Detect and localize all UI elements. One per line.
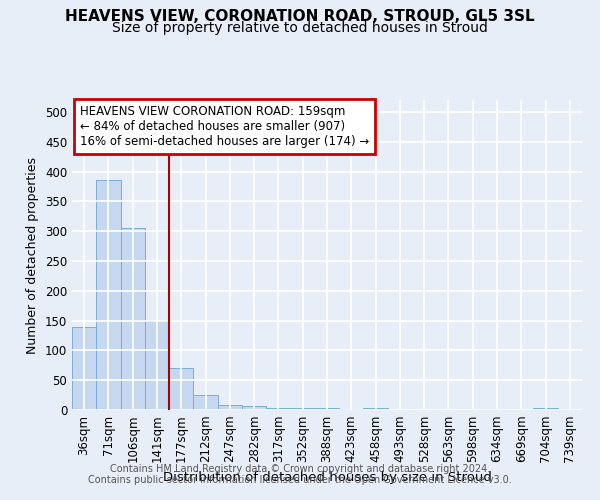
Bar [364,408,388,410]
Bar [242,406,266,410]
Bar [169,368,193,410]
Bar [339,409,364,410]
Bar [72,326,96,410]
Text: HEAVENS VIEW CORONATION ROAD: 159sqm
← 84% of detached houses are smaller (907)
: HEAVENS VIEW CORONATION ROAD: 159sqm ← 8… [80,104,369,148]
Y-axis label: Number of detached properties: Number of detached properties [26,156,40,354]
Bar [193,395,218,410]
Bar [266,408,290,410]
Bar [533,408,558,410]
Bar [96,180,121,410]
Text: Contains public sector information licensed under the Open Government Licence v3: Contains public sector information licen… [88,475,512,485]
Bar [121,228,145,410]
Bar [290,408,315,410]
Text: Size of property relative to detached houses in Stroud: Size of property relative to detached ho… [112,21,488,35]
Text: HEAVENS VIEW, CORONATION ROAD, STROUD, GL5 3SL: HEAVENS VIEW, CORONATION ROAD, STROUD, G… [65,9,535,24]
Bar [218,404,242,410]
Bar [145,320,169,410]
Text: Contains HM Land Registry data © Crown copyright and database right 2024.: Contains HM Land Registry data © Crown c… [110,464,490,474]
Bar [315,408,339,410]
X-axis label: Distribution of detached houses by size in Stroud: Distribution of detached houses by size … [163,471,491,484]
